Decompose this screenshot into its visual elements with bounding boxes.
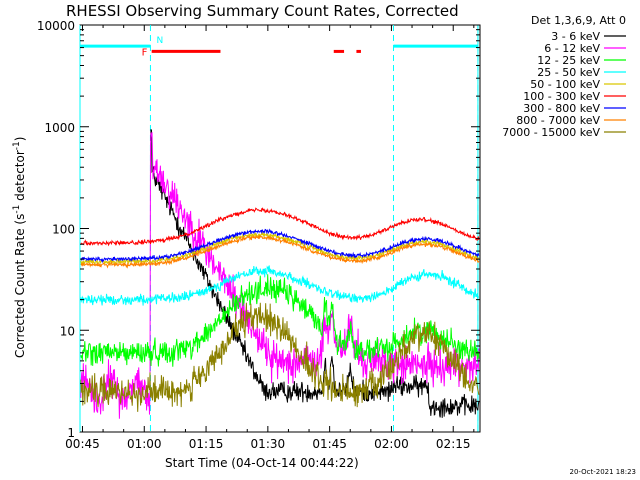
legend-entry-label: 6 - 12 keV: [544, 42, 600, 55]
series-lines: [80, 129, 480, 419]
legend-entry-label: 50 - 100 keV: [530, 78, 600, 91]
night-intervals: [79, 25, 479, 432]
y-axis-label: Corrected Count Rate (s-1 detector-1): [12, 137, 27, 358]
y-tick-label: 100: [52, 223, 75, 237]
legend-entry-label: 300 - 800 keV: [523, 102, 600, 115]
y-tick-label: 1: [67, 426, 75, 440]
legend-entry-label: 100 - 300 keV: [523, 90, 600, 103]
series-line-7: [80, 234, 480, 269]
chart-title: RHESSI Observing Summary Count Rates, Co…: [66, 2, 459, 20]
footer-timestamp: 20-Oct-2021 18:23: [570, 468, 636, 476]
series-line-2: [80, 274, 480, 367]
legend-entry-label: 12 - 25 keV: [537, 54, 600, 67]
flag-bars: FN: [142, 36, 361, 58]
series-line-3: [80, 265, 480, 306]
flare-flag-label: F: [142, 47, 148, 58]
series-line-6: [80, 228, 480, 264]
x-tick-label: 01:15: [189, 437, 224, 451]
x-axis-ticks: 00:45 01:00 01:15 01:30 01:45 02:00 02:15: [65, 25, 475, 451]
legend-entry-label: 800 - 7000 keV: [516, 114, 600, 127]
legend-title: Det 1,3,6,9, Att 0: [531, 14, 626, 27]
x-tick-label: 02:00: [374, 437, 409, 451]
x-tick-label: 01:30: [251, 437, 286, 451]
saa-flag-label: N: [156, 36, 163, 46]
x-axis-label: Start Time (04-Oct-14 00:44:22): [165, 456, 359, 470]
legend-entry-label: 7000 - 15000 keV: [502, 126, 600, 139]
series-line-8: [80, 302, 480, 412]
x-tick-label: 01:45: [312, 437, 347, 451]
y-tick-label: 1000: [44, 121, 75, 135]
x-tick-label: 02:15: [436, 437, 471, 451]
y-tick-label: 10: [60, 324, 75, 338]
y-tick-label: 10000: [37, 19, 75, 33]
x-tick-label: 00:45: [65, 437, 100, 451]
x-tick-label: 01:00: [127, 437, 162, 451]
series-line-5: [80, 207, 480, 247]
y-axis-ticks: 1 10 100 1000 10000: [37, 19, 480, 440]
series-line-4: [80, 231, 480, 266]
plot-frame: [79, 24, 481, 433]
legend-entry-label: 25 - 50 keV: [537, 66, 600, 79]
series-line-1: [80, 132, 480, 419]
legend-entry-label: 3 - 6 keV: [551, 30, 600, 43]
